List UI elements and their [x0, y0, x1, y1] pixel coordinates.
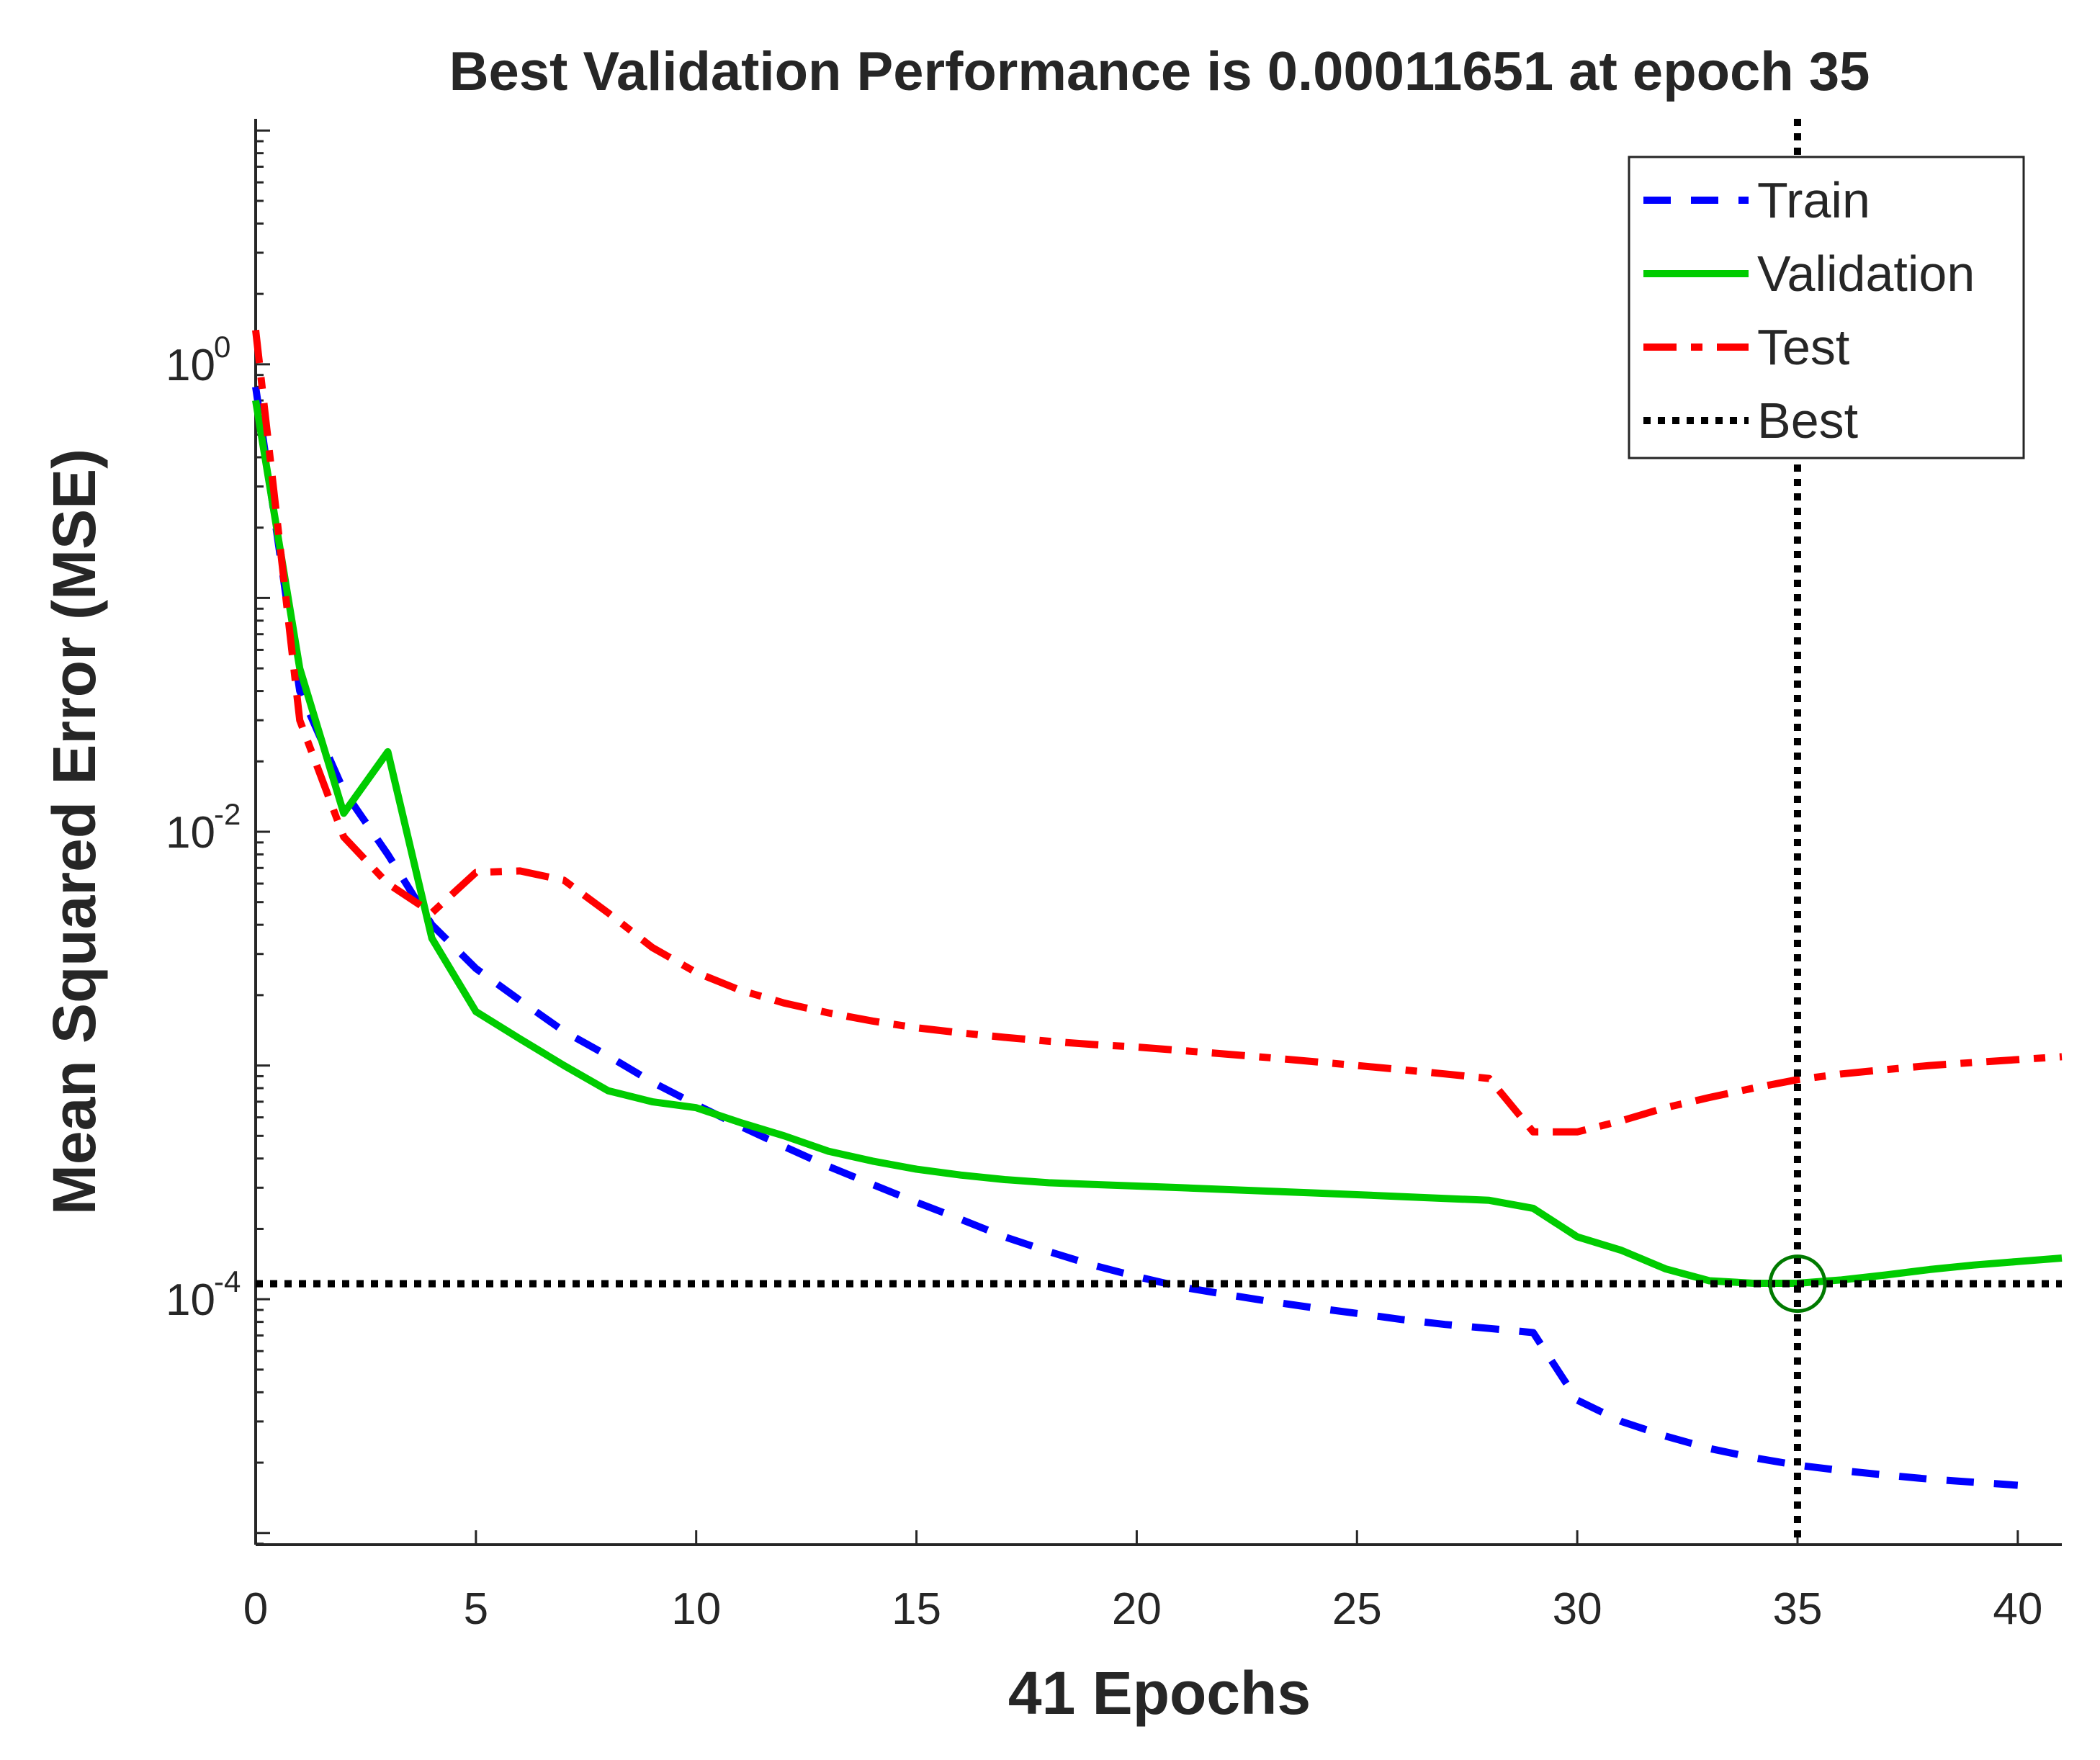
x-ticks: 0 5 10 15 20 25 30 35 40 [243, 1530, 2042, 1634]
y-tick-exponent: -4 [214, 1265, 241, 1298]
series-line-validation [252, 400, 2063, 1287]
chart-title: Best Validation Performance is 0.0001165… [449, 41, 1870, 102]
series-line-train [252, 386, 2019, 1489]
y-tick-exponent: -2 [214, 797, 241, 831]
x-tick-label: 40 [1993, 1584, 2042, 1634]
y-tick-label: 10 [166, 808, 215, 858]
x-tick-label: 10 [671, 1584, 721, 1634]
y-axis-label: Mean Squared Error (MSE) [40, 449, 108, 1215]
y-tick-label: 10 [166, 341, 215, 390]
series-line-test [252, 329, 2063, 1136]
x-tick-label: 15 [892, 1584, 941, 1634]
x-tick-label: 25 [1332, 1584, 1382, 1634]
x-tick-label: 30 [1553, 1584, 1602, 1634]
x-tick-label: 20 [1112, 1584, 1162, 1634]
y-tick-label: 10 [166, 1275, 215, 1325]
x-tick-label: 0 [243, 1584, 268, 1634]
legend: Train Validation Test Best [1628, 156, 2025, 459]
legend-box [1628, 156, 2025, 459]
x-axis-label: 41 Epochs [1008, 1659, 1311, 1727]
y-tick-exponent: 0 [214, 330, 230, 364]
x-tick-label: 5 [464, 1584, 488, 1634]
legend-label-validation: Validation [1757, 246, 1975, 302]
legend-label-test: Test [1757, 319, 1849, 375]
x-tick-label: 35 [1772, 1584, 1822, 1634]
best-marker [1768, 1254, 1827, 1314]
legend-label-train: Train [1757, 172, 1870, 228]
legend-label-best: Best [1757, 392, 1858, 449]
